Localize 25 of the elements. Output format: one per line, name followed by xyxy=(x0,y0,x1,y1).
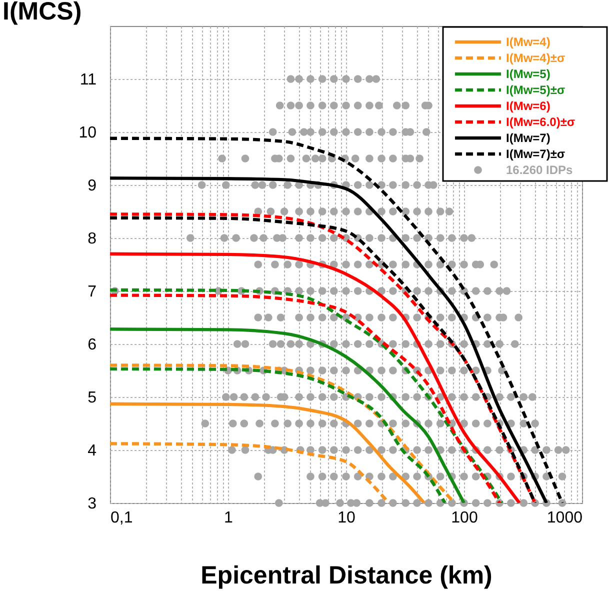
legend-label: I(Mw=6) xyxy=(506,99,550,113)
y-tick-label: 7 xyxy=(88,284,97,300)
y-tick-label: 3 xyxy=(88,496,97,512)
legend-label: I(Mw=4)±σ xyxy=(506,51,566,65)
y-tick-label: 4 xyxy=(88,442,97,460)
x-tick-label: 0,1 xyxy=(110,510,133,526)
x-tick-label: 1000 xyxy=(546,510,583,526)
x-tick-label: 10 xyxy=(338,510,356,526)
legend-label: 16.260 IDPs xyxy=(506,163,574,177)
x-tick-label: 1 xyxy=(224,510,234,526)
y-tick-label: 5 xyxy=(88,390,97,406)
legend-label: I(Mw=7)±σ xyxy=(506,147,566,161)
y-tick-label: 9 xyxy=(88,178,97,194)
x-tick-label: 100 xyxy=(451,510,478,526)
legend-label: I(Mw=6.0)±σ xyxy=(506,115,576,129)
x-axis-title: Epicentral Distance (km) xyxy=(200,562,492,590)
legend-label: I(Mw=7) xyxy=(506,131,550,145)
legend-label: I(Mw=4) xyxy=(506,35,550,49)
y-axis-title: I(MCS) xyxy=(2,0,82,26)
y-tick-label: 10 xyxy=(78,124,97,142)
y-tick-label: 11 xyxy=(80,72,97,88)
y-tick-label: 6 xyxy=(88,336,97,354)
legend-label: I(Mw=5) xyxy=(506,67,550,81)
legend-label: I(Mw=5)±σ xyxy=(506,83,566,97)
y-tick-label: 8 xyxy=(88,230,97,248)
